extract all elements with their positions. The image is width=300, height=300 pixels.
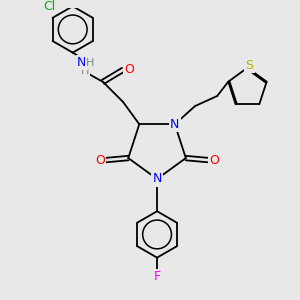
Text: H: H (86, 58, 94, 68)
Text: O: O (95, 154, 105, 166)
Text: S: S (245, 59, 253, 72)
Text: O: O (209, 154, 219, 166)
Text: N: N (170, 118, 179, 131)
Text: Cl: Cl (44, 0, 56, 13)
Text: H: H (81, 66, 89, 76)
Text: F: F (154, 270, 160, 283)
Text: N: N (152, 172, 162, 185)
Text: O: O (124, 63, 134, 76)
Text: N: N (77, 56, 86, 69)
